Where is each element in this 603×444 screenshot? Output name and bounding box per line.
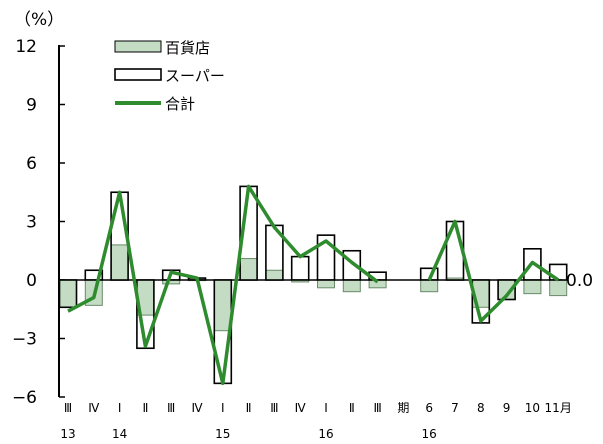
- supermarket-bar: [316, 234, 336, 281]
- x-tick-label: 6: [425, 401, 433, 415]
- x-tick-label: Ⅰ: [221, 401, 225, 415]
- dept-store-bar: [342, 279, 361, 293]
- x-tick-label: Ⅱ: [246, 401, 252, 415]
- x-tick-label: Ⅰ: [324, 401, 328, 415]
- supermarket-bar: [58, 279, 78, 309]
- dept-store-bar: [239, 258, 258, 281]
- x-tick-label: Ⅱ: [349, 401, 355, 415]
- legend-label: 百貨店: [165, 39, 210, 57]
- x-year-label: 14: [112, 427, 127, 441]
- supermarket-bar: [290, 255, 310, 281]
- x-tick-label: 期: [397, 401, 409, 415]
- x-year-label: 13: [60, 427, 75, 441]
- dept-store-bar: [110, 244, 129, 281]
- supermarket-bar: [342, 249, 362, 281]
- x-tick-label: Ⅱ: [142, 401, 148, 415]
- x-year-label: 15: [215, 427, 230, 441]
- x-tick-label: 7: [451, 401, 459, 415]
- dept-store-bar: [549, 279, 568, 297]
- total-line-segment: [67, 184, 379, 386]
- x-tick-label: Ⅳ: [191, 401, 202, 415]
- unit-label: （%）: [14, 10, 64, 30]
- y-tick-label: 0: [26, 271, 37, 291]
- legend-label: 合計: [165, 95, 195, 113]
- legend-swatch-dept-store: [114, 40, 162, 53]
- y-tick-label: 6: [26, 154, 37, 174]
- x-tick-label: Ⅲ: [270, 401, 278, 415]
- supermarket-bar: [136, 279, 155, 350]
- x-tick-label: 10: [525, 401, 540, 415]
- dept-store-bar: [420, 279, 439, 293]
- x-tick-label: Ⅳ: [295, 401, 306, 415]
- y-tick-label: 3: [26, 213, 37, 233]
- x-tick-label: 9: [503, 401, 511, 415]
- x-tick-label: Ⅲ: [373, 401, 381, 415]
- y-tick-label: −6: [12, 388, 37, 408]
- supermarket-bar: [523, 248, 542, 281]
- legend-label: スーパー: [165, 67, 225, 85]
- y-tick-label: 12: [15, 37, 37, 57]
- total-line-series: [67, 184, 560, 386]
- legend-swatch-supermarket: [114, 68, 162, 81]
- dept-store-bar: [213, 279, 232, 332]
- y-tick-label: 9: [26, 96, 37, 116]
- supermarket-bar: [497, 279, 516, 301]
- x-tick-label: Ⅲ: [167, 401, 175, 415]
- x-tick-label: Ⅳ: [88, 401, 99, 415]
- x-tick-label: Ⅲ: [64, 401, 72, 415]
- x-tick-label: 11月: [545, 401, 572, 415]
- dept-store-bar: [59, 279, 77, 308]
- x-tick-label: Ⅰ: [118, 401, 122, 415]
- supermarket-bar: [471, 279, 491, 324]
- dept-store-bar: [317, 279, 335, 289]
- x-tick-label: 8: [477, 401, 485, 415]
- supermarket-bar: [84, 269, 104, 281]
- y-tick-label: −3: [12, 330, 37, 350]
- x-year-label: 16: [318, 427, 333, 441]
- axes: 12 9 6 3 0 −3 −6 Ⅲ Ⅳ Ⅰ Ⅱ Ⅲ Ⅳ Ⅰ Ⅱ Ⅲ Ⅳ Ⅰ Ⅱ Ⅲ 期 6 7 8 9 10 11月 13 14 15 1…: [12, 37, 572, 441]
- dept-store-bar: [523, 279, 542, 295]
- end-value-label: 0.0: [566, 271, 593, 291]
- dept-store-bar: [265, 269, 284, 281]
- x-year-label: 16: [422, 427, 437, 441]
- total-line-segment: [427, 219, 560, 323]
